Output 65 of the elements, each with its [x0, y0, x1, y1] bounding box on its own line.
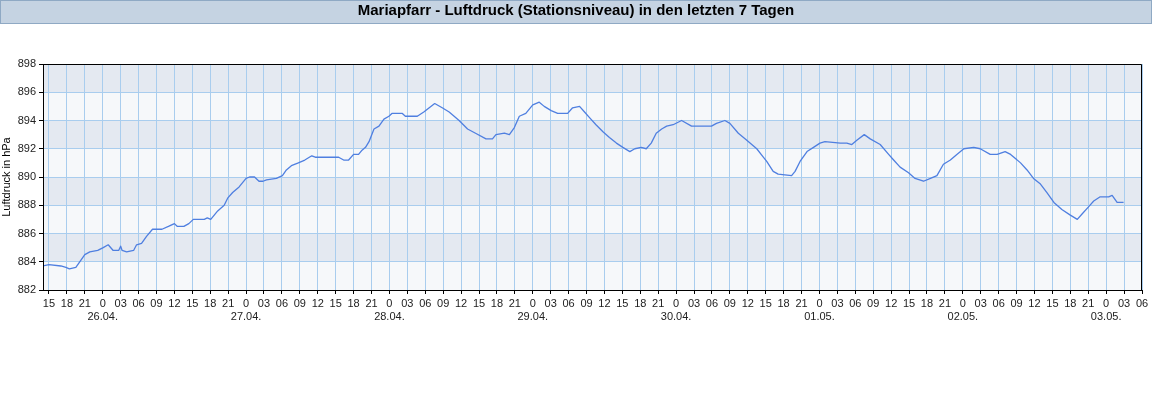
x-tick-label: 15 [759, 296, 772, 309]
x-tick-label: 15 [616, 296, 629, 309]
x-tick-label: 21 [508, 296, 521, 309]
x-tick-label: 18 [1064, 296, 1077, 309]
x-tick-label: 12 [598, 296, 611, 309]
x-tick-label: 06 [849, 296, 862, 309]
y-tick-label: 886 [17, 226, 36, 239]
y-axis-title: Luftdruck in hPa [0, 136, 12, 217]
x-tick-label: 06 [419, 296, 432, 309]
x-tick-label: 21 [938, 296, 952, 309]
chart-title: Mariapfarr - Luftdruck (Stationsniveau) in den letzten 7 Tagen [0, 0, 1152, 24]
x-tick-label: 09 [723, 296, 736, 309]
x-tick-label: 15 [472, 296, 486, 309]
y-tick-label: 884 [17, 254, 36, 267]
x-tick-label: 15 [1046, 296, 1059, 309]
x-tick-label: 21 [1082, 296, 1095, 309]
x-tick-label: 03 [1117, 296, 1131, 309]
x-tick-label: 21 [222, 296, 235, 309]
x-tick-label: 21 [795, 296, 808, 309]
x-tick-label: 18 [60, 296, 74, 309]
x-tick-label: 03 [114, 296, 127, 309]
x-tick-label: 06 [132, 296, 145, 309]
x-tick-label: 03 [544, 296, 557, 309]
x-tick-label: 18 [920, 296, 934, 309]
x-tick-label: 12 [741, 296, 754, 309]
x-tick-label: 03 [687, 296, 701, 309]
y-tick-label: 894 [17, 113, 36, 126]
y-tick-label: 898 [17, 57, 36, 70]
x-tick-label: 09 [580, 296, 593, 309]
x-tick-label: 12 [885, 296, 898, 309]
x-tick-label: 06 [1135, 296, 1149, 309]
x-tick-label: 21 [365, 296, 378, 309]
x-tick-label: 03 [974, 296, 987, 309]
x-tick-label: 15 [186, 296, 199, 309]
x-tick-label: 12 [311, 296, 324, 309]
x-tick-label: 18 [490, 296, 504, 309]
x-tick-label: 06 [992, 296, 1005, 309]
x-tick-label: 06 [562, 296, 575, 309]
x-tick-label: 09 [437, 296, 450, 309]
y-tick-label: 888 [17, 198, 36, 211]
x-tick-label: 15 [329, 296, 342, 309]
x-tick-label: 18 [347, 296, 360, 309]
x-tick-label: 06 [275, 296, 289, 309]
x-tick-label: 03 [257, 296, 271, 309]
x-tick-label: 03 [831, 296, 844, 309]
x-tick-label: 15 [902, 296, 916, 309]
x-tick-label: 09 [1010, 296, 1023, 309]
x-tick-label: 03 [401, 296, 414, 309]
x-tick-label: 18 [777, 296, 790, 309]
y-tick-label: 890 [17, 170, 36, 183]
x-tick-label: 21 [652, 296, 665, 309]
x-tick-label: 06 [705, 296, 719, 309]
x-tick-label: 09 [150, 296, 163, 309]
y-tick-label: 896 [17, 85, 36, 98]
x-tick-label: 18 [204, 296, 217, 309]
y-tick-label: 892 [17, 141, 36, 154]
x-tick-label: 09 [293, 296, 306, 309]
x-tick-label: 09 [867, 296, 880, 309]
x-tick-label: 12 [168, 296, 181, 309]
y-tick-label: 882 [17, 283, 36, 296]
x-tick-label: 15 [42, 296, 56, 309]
x-tick-label: 12 [454, 296, 468, 309]
x-tick-label: 18 [634, 296, 647, 309]
x-tick-label: 12 [1028, 296, 1041, 309]
x-tick-label: 21 [78, 296, 91, 309]
